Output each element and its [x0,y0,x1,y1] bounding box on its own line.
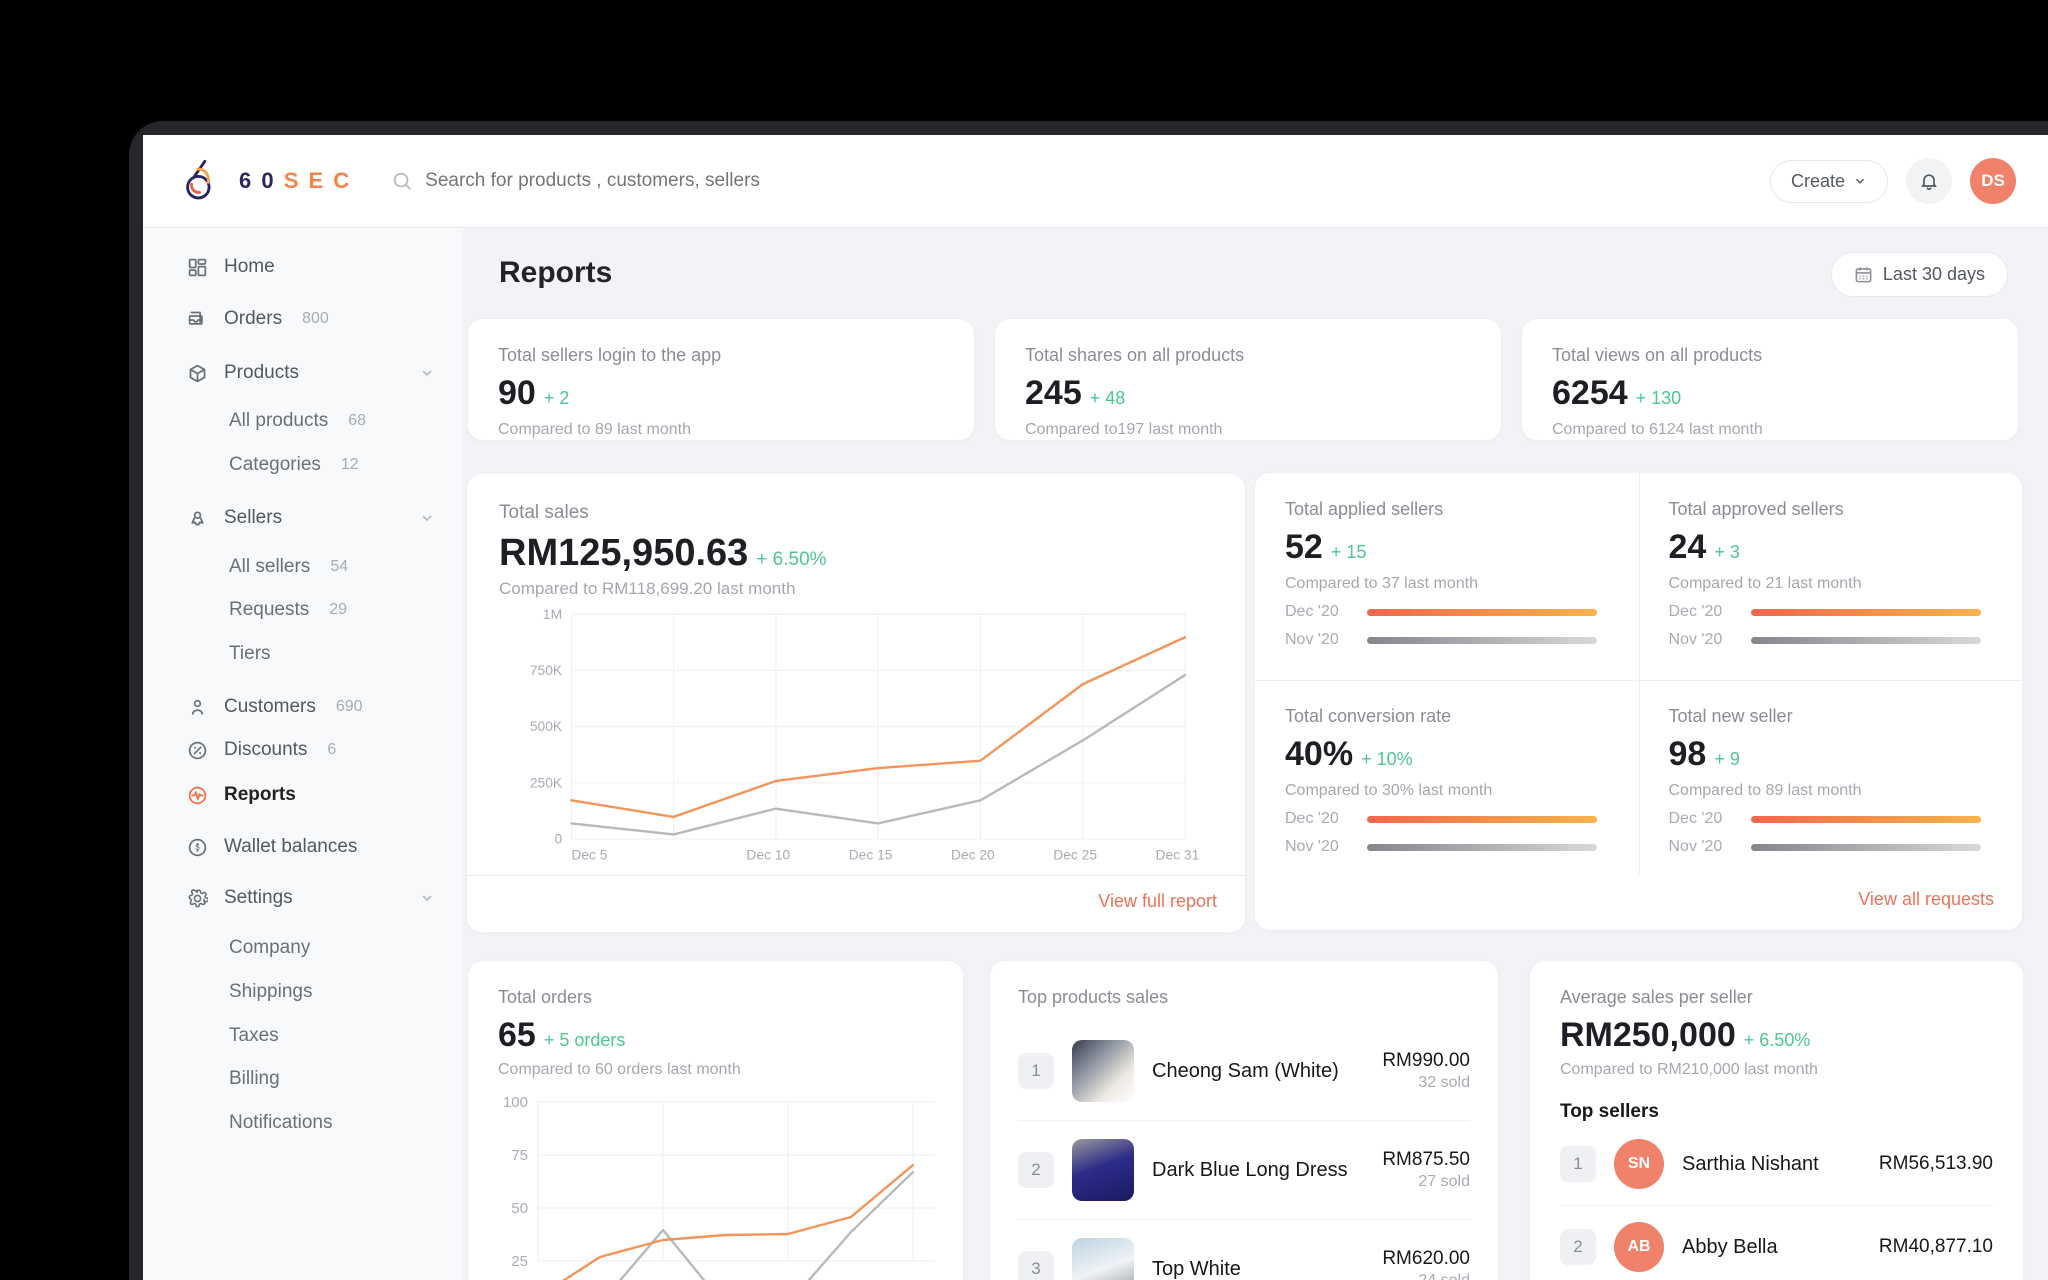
svg-text:Dec 15: Dec 15 [849,846,893,862]
svg-text:25: 25 [511,1253,528,1270]
svg-text:500K: 500K [530,718,563,734]
svg-text:Dec 10: Dec 10 [746,846,790,862]
svg-text:75: 75 [511,1147,528,1164]
svg-text:50: 50 [511,1200,528,1217]
svg-text:250K: 250K [530,774,563,790]
svg-text:Dec 20: Dec 20 [951,846,995,862]
svg-text:0: 0 [554,831,562,847]
svg-text:$: $ [195,843,200,852]
svg-text:Dec 5: Dec 5 [571,846,607,862]
svg-text:Dec 31: Dec 31 [1156,846,1200,862]
svg-text:750K: 750K [530,662,563,678]
svg-text:100: 100 [503,1097,528,1111]
svg-text:1M: 1M [543,606,562,622]
svg-text:Dec 25: Dec 25 [1053,846,1097,862]
